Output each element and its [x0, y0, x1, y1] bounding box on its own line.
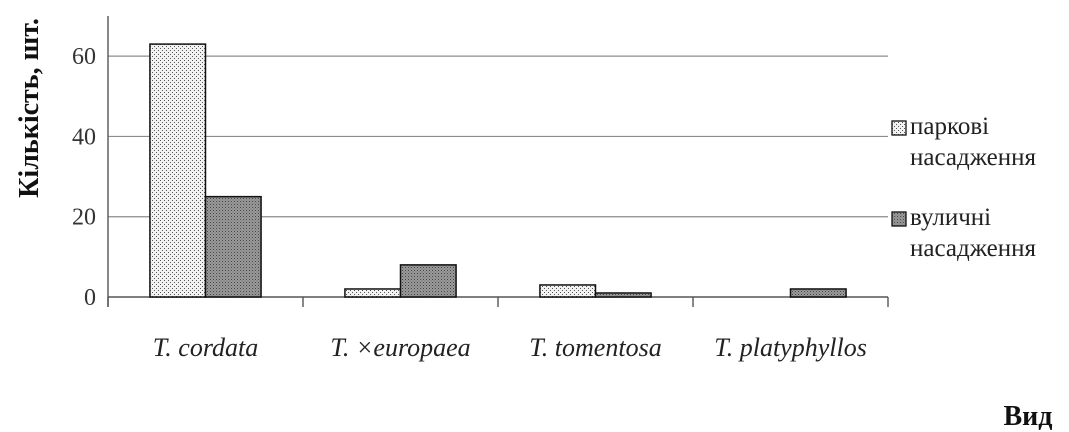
- bar-street-1: [204, 195, 262, 298]
- x-axis-title: Вид: [1004, 401, 1053, 432]
- y-tick-label: 20: [72, 205, 96, 231]
- bar-park-2: [344, 288, 402, 298]
- legend-swatch: [891, 211, 907, 227]
- bar-street-2: [399, 264, 457, 298]
- legend-swatch: [891, 120, 907, 136]
- tick-labels: 0 20 40 60 T. cordata T. ×europaea T. tomentos…: [72, 44, 867, 362]
- x-tick-label: T. cordata: [153, 333, 258, 362]
- legend-label-line: насадження: [910, 144, 1036, 171]
- x-tick-label: T. ×europaea: [330, 333, 470, 362]
- legend-label-line: паркові: [910, 113, 989, 140]
- y-axis-title: Кількість, шт.: [14, 18, 45, 198]
- y-tick-label: 60: [72, 44, 96, 70]
- bar-street-3: [594, 292, 652, 298]
- legend-label: вуличні насадження: [910, 204, 1036, 262]
- bars: [149, 43, 847, 298]
- bar-park-1: [149, 43, 207, 298]
- bar-street-4: [789, 288, 847, 298]
- y-tick-label: 0: [84, 285, 96, 311]
- legend-label-line: вуличні: [910, 204, 991, 231]
- x-tick-label: T. platyphyllos: [714, 333, 867, 362]
- y-tick-label: 40: [72, 124, 96, 150]
- gridlines: [108, 55, 888, 218]
- legend-label: паркові насадження: [910, 113, 1036, 171]
- x-tick-label: T. tomentosa: [529, 333, 661, 362]
- bar-park-3: [539, 284, 597, 298]
- legend-label-line: насадження: [910, 235, 1036, 262]
- legend: паркові насадження вуличні насадження: [891, 113, 1036, 262]
